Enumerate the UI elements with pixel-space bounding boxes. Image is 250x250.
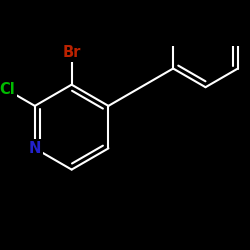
Text: N: N bbox=[29, 141, 41, 156]
Text: Br: Br bbox=[62, 45, 81, 60]
Text: Cl: Cl bbox=[0, 82, 15, 97]
